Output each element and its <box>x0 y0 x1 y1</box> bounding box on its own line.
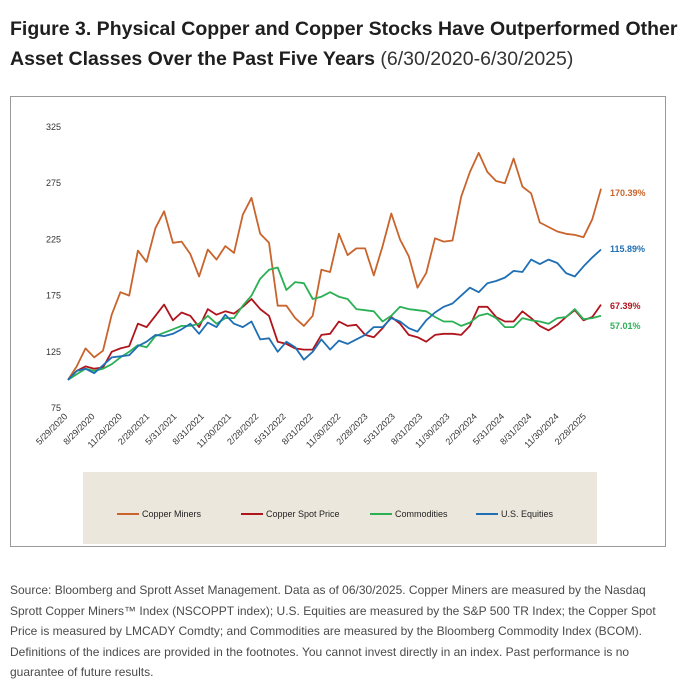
legend-swatch-commodities <box>370 513 392 515</box>
figure-title-bold: Figure 3. Physical Copper and Copper Sto… <box>10 18 678 70</box>
legend-copper-miners: Copper Miners <box>117 508 201 520</box>
series-line-u-s-equities <box>67 248 602 381</box>
figure-title: Figure 3. Physical Copper and Copper Sto… <box>10 14 678 74</box>
source-footnote: Source: Bloomberg and Sprott Asset Manag… <box>10 583 656 679</box>
end-label-commodities: 57.01% <box>610 321 641 331</box>
legend-us-equities: U.S. Equities <box>476 508 553 520</box>
y-tick-label: 225 <box>46 234 61 244</box>
legend-box <box>83 472 597 544</box>
legend-swatch-copper-miners <box>117 513 139 515</box>
figure-title-range: (6/30/2020-6/30/2025) <box>380 48 574 70</box>
y-tick-label: 75 <box>51 403 61 413</box>
y-tick-label: 125 <box>46 347 61 357</box>
line-chart: 751251752252753255/29/20208/29/202011/29… <box>34 122 646 450</box>
series-line-copper-miners <box>67 151 602 381</box>
y-tick-label: 275 <box>46 178 61 188</box>
end-label-copper-miners: 170.39% <box>610 188 646 198</box>
legend-copper-spot: Copper Spot Price <box>241 508 340 520</box>
legend-label-copper-miners: Copper Miners <box>142 509 202 519</box>
series-line-copper-spot-price <box>67 298 602 381</box>
legend-swatch-copper-spot <box>241 513 263 515</box>
end-label-u-s-equities: 115.89% <box>610 244 645 254</box>
end-label-copper-spot-price: 67.39% <box>610 301 641 311</box>
chart-frame <box>10 96 666 547</box>
legend-commodities: Commodities <box>370 508 448 520</box>
legend-swatch-us-equities <box>476 513 498 515</box>
y-tick-label: 175 <box>46 291 61 301</box>
legend-label-copper-spot: Copper Spot Price <box>266 509 340 519</box>
series-line-commodities <box>67 266 602 381</box>
legend-label-us-equities: U.S. Equities <box>501 509 554 519</box>
legend-label-commodities: Commodities <box>395 509 448 519</box>
y-tick-label: 325 <box>46 122 61 132</box>
